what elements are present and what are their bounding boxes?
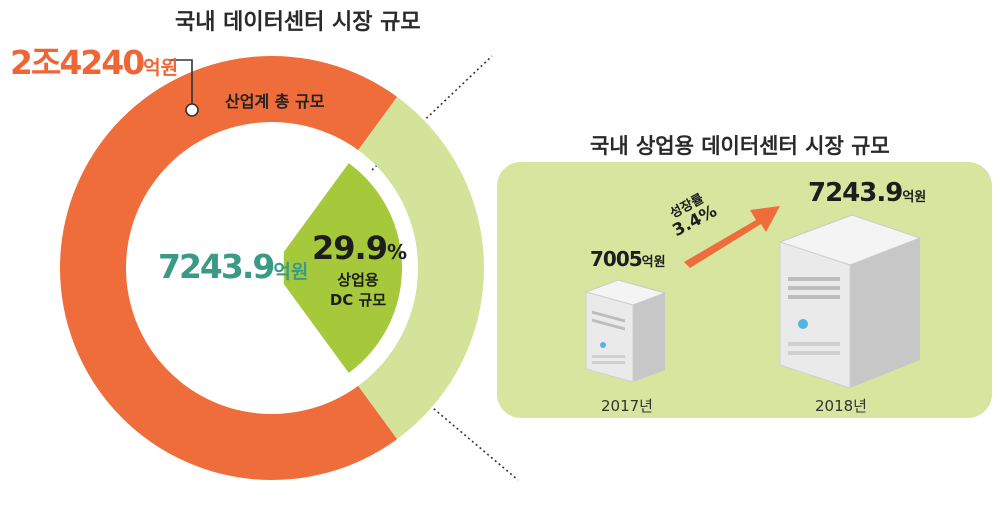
value-2017-number: 7005 bbox=[590, 247, 643, 271]
industry-label: 산업계 총 규모 bbox=[225, 92, 325, 111]
server-tower-icon bbox=[778, 214, 922, 389]
share-number: 29.9 bbox=[312, 229, 388, 267]
total-unit: 억원 bbox=[143, 57, 179, 79]
share-label-line1: 상업용 bbox=[337, 271, 379, 289]
center-value: 7243.9억원 bbox=[158, 247, 308, 286]
center-unit: 억원 bbox=[273, 261, 309, 283]
total-number: 2조4240 bbox=[10, 43, 145, 82]
value-2018: 7243.9억원 bbox=[808, 178, 926, 208]
share-label-line2: DC 규모 bbox=[329, 291, 387, 309]
total-value: 2조4240억원 bbox=[10, 36, 178, 84]
total-leader-dot bbox=[185, 103, 199, 117]
total-leader-line bbox=[168, 59, 193, 108]
donut-slice-total bbox=[60, 56, 398, 481]
panel-title: 국내 상업용 데이터센터 시장 규모 bbox=[590, 134, 890, 158]
year-2017-label: 2017년 bbox=[601, 397, 653, 415]
value-2018-number: 7243.9 bbox=[808, 178, 903, 208]
commercial-wedge bbox=[283, 163, 403, 373]
value-2017-unit: 억원 bbox=[641, 255, 666, 270]
donut-slice-commercial bbox=[358, 96, 484, 440]
server-tower-icon bbox=[584, 279, 667, 383]
share-label: 29.9% 상업용 DC 규모 bbox=[312, 229, 407, 310]
share-unit: % bbox=[386, 240, 407, 264]
page-title: 국내 데이터센터 시장 규모 bbox=[175, 10, 421, 35]
center-number: 7243.9 bbox=[158, 247, 275, 286]
projection-line-bottom bbox=[387, 369, 519, 481]
value-2018-unit: 억원 bbox=[902, 190, 927, 205]
value-2017: 7005억원 bbox=[590, 247, 666, 271]
share-value: 29.9% bbox=[312, 229, 407, 270]
year-2018-label: 2018년 bbox=[815, 397, 867, 415]
growth-arrow-icon bbox=[684, 206, 780, 268]
